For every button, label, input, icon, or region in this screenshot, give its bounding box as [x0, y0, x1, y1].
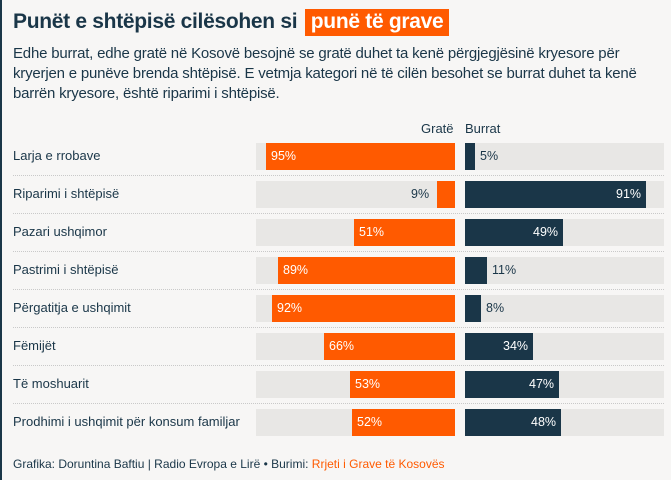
bar-women: [266, 143, 455, 170]
legend-women: Gratë: [421, 121, 454, 136]
value-label-women: 9%: [411, 187, 430, 201]
row-separator: [13, 365, 664, 366]
value-label-men: 91%: [616, 187, 642, 201]
category-label: Përgatitja e ushqimit: [13, 300, 131, 315]
value-label-women: 53%: [355, 377, 381, 391]
bar-men: [465, 143, 475, 170]
legend-men: Burrat: [465, 121, 501, 136]
category-label: Pastrimi i shtëpisë: [13, 262, 119, 277]
bar-men: [465, 257, 487, 284]
value-label-women: 92%: [277, 301, 303, 315]
category-label: Pazari ushqimor: [13, 224, 107, 239]
track-men: [465, 257, 664, 284]
row-separator: [13, 251, 664, 252]
category-label: Prodhimi i ushqimit për konsum familjar: [13, 414, 240, 429]
bar-women: [350, 371, 455, 398]
row-separator: [13, 175, 664, 176]
value-label-men: 8%: [486, 301, 505, 315]
value-label-women: 52%: [357, 415, 383, 429]
category-label: Riparimi i shtëpisë: [13, 186, 120, 201]
bar-men: [465, 219, 563, 246]
bar-women: [278, 257, 455, 284]
row-separator: [13, 327, 664, 328]
bar-women: [437, 181, 455, 208]
footer-credit: Grafika: Doruntina Baftiu | Radio Evropa…: [13, 457, 445, 471]
bar-men: [465, 333, 533, 360]
bar-women: [352, 409, 455, 436]
bar-women: [272, 295, 455, 322]
value-label-women: 66%: [329, 339, 355, 353]
chart-title: Punët e shtëpisë cilësohen si punë të gr…: [13, 9, 450, 36]
chart-subtitle: Edhe burrat, edhe gratë në Kosovë besojn…: [13, 45, 637, 102]
category-label: Të moshuarit: [13, 376, 89, 391]
value-label-men: 34%: [503, 339, 529, 353]
row-separator: [13, 403, 664, 404]
value-label-men: 47%: [529, 377, 555, 391]
title-text: Punët e shtëpisë cilësohen si: [13, 10, 298, 33]
value-label-men: 11%: [492, 263, 517, 277]
title-highlight: punë të grave: [304, 9, 450, 36]
value-label-men: 49%: [533, 225, 559, 239]
value-label-men: 48%: [531, 415, 557, 429]
value-label-men: 5%: [480, 149, 499, 163]
category-label: Larja e rrobave: [13, 148, 101, 163]
track-women: [256, 181, 455, 208]
bar-men: [465, 409, 561, 436]
row-separator: [13, 213, 664, 214]
bar-women: [324, 333, 455, 360]
track-men: [465, 295, 664, 322]
bar-women: [354, 219, 455, 246]
credit-text: Grafika: Doruntina Baftiu | Radio Evropa…: [13, 457, 312, 471]
bar-men: [465, 181, 646, 208]
category-label: Fëmijët: [13, 338, 56, 353]
track-men: [465, 143, 664, 170]
source-link[interactable]: Rrjeti i Grave të Kosovës: [311, 457, 445, 471]
row-separator: [13, 289, 664, 290]
value-label-women: 89%: [283, 263, 309, 277]
bar-men: [465, 371, 559, 398]
value-label-women: 95%: [271, 149, 297, 163]
value-label-women: 51%: [359, 225, 385, 239]
bar-men: [465, 295, 481, 322]
